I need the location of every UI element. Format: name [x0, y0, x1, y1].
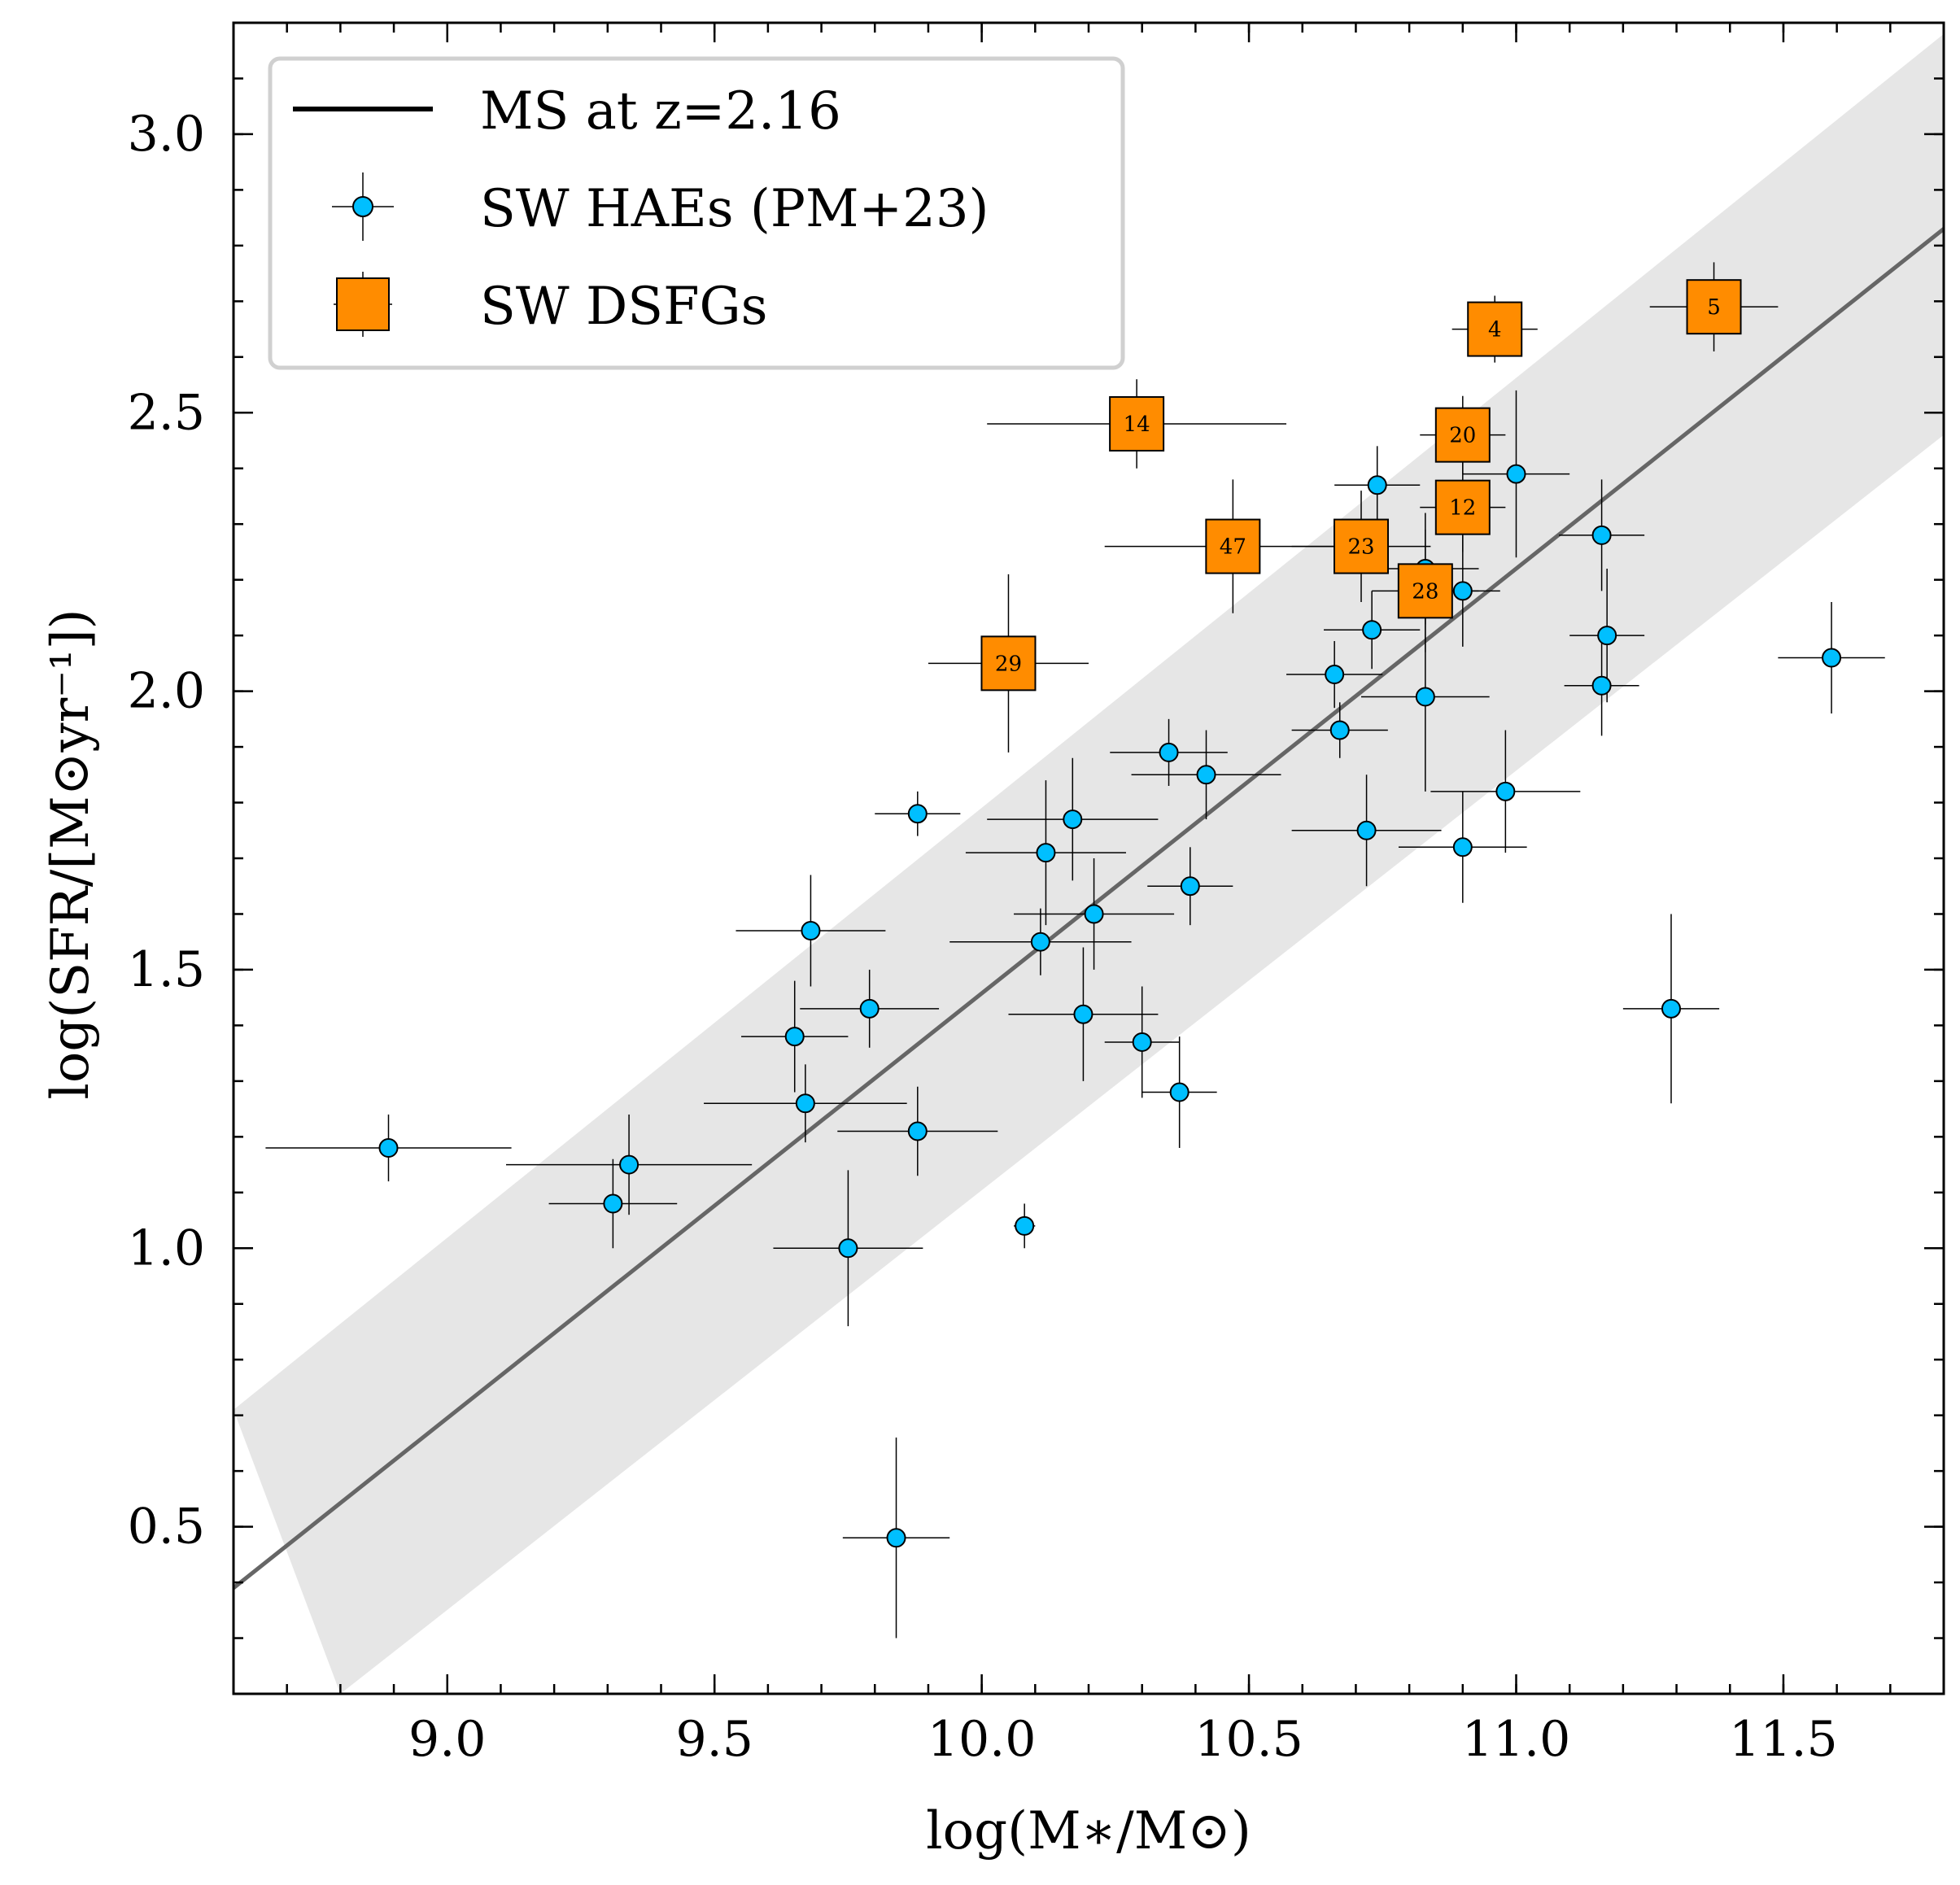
y-tick-label: 1.5 — [128, 941, 205, 998]
x-tick-label: 11.5 — [1729, 1711, 1838, 1768]
dsfg-id-label: 5 — [1707, 295, 1721, 320]
hae-point — [603, 1193, 623, 1214]
y-axis-label: log(SFR/[M⊙yr⁻¹]) — [41, 609, 101, 1099]
hae-point — [1084, 904, 1104, 924]
dsfg-point — [1434, 407, 1491, 463]
hae-point — [1452, 837, 1473, 857]
y-tick-label: 0.5 — [128, 1499, 205, 1556]
hae-point — [1329, 720, 1350, 740]
y-tick-label: 2.0 — [128, 663, 205, 720]
hae-point — [1367, 475, 1387, 495]
y-tick-label: 3.0 — [128, 106, 205, 163]
dsfg-id-label: 28 — [1412, 579, 1438, 604]
dsfg-id-label: 29 — [995, 652, 1022, 676]
legend-dsfg-label: SW DSFGs — [480, 277, 768, 337]
hae-point — [1506, 464, 1526, 484]
hae-point — [1415, 687, 1435, 707]
legend-hae-marker — [352, 196, 373, 217]
y-tick-label: 1.0 — [128, 1220, 205, 1276]
dsfg-id-label: 20 — [1449, 424, 1476, 448]
legend-dsfg-marker — [336, 277, 390, 331]
dsfg-id-label: 23 — [1347, 535, 1374, 560]
hae-point — [378, 1138, 399, 1158]
dsfg-id-label: 4 — [1488, 318, 1502, 343]
hae-point — [1822, 648, 1842, 668]
dsfg-id-label: 14 — [1124, 412, 1150, 437]
hae-point — [1073, 1004, 1093, 1024]
hae-point — [1661, 998, 1681, 1019]
hae-point — [1591, 675, 1612, 696]
hae-point — [1591, 525, 1612, 545]
hae-point — [1036, 843, 1056, 863]
hae-point — [784, 1027, 805, 1047]
hae-point — [1169, 1082, 1190, 1102]
x-tick-label: 9.0 — [408, 1711, 486, 1768]
hae-point — [1597, 626, 1617, 646]
x-tick-label: 9.5 — [675, 1711, 753, 1768]
legend-hae-label: SW HAEs (PM+23) — [480, 179, 989, 239]
legend-box — [268, 56, 1125, 370]
dsfg-point — [1205, 518, 1261, 574]
x-tick-label: 11.0 — [1462, 1711, 1571, 1768]
hae-point — [795, 1093, 815, 1114]
hae-point — [1325, 665, 1345, 685]
dsfg-id-label: 47 — [1220, 535, 1246, 560]
plot-frame — [232, 21, 1945, 1695]
hae-point — [1180, 876, 1200, 897]
hae-point — [907, 1121, 928, 1141]
dsfg-point — [1467, 301, 1523, 357]
dsfg-point — [1434, 479, 1491, 535]
hae-point — [801, 921, 821, 941]
hae-point — [907, 804, 928, 824]
legend: MS at z=2.16 SW HAEs (PM+23) SW DSFGs — [268, 56, 1125, 370]
dsfg-point — [1334, 518, 1390, 574]
dsfg-point — [1397, 563, 1453, 619]
hae-point — [1132, 1032, 1152, 1052]
legend-ms-label: MS at z=2.16 — [480, 81, 841, 142]
dsfg-point — [1109, 395, 1165, 452]
hae-point — [859, 998, 880, 1019]
hae-point — [1452, 581, 1473, 601]
hae-point — [1030, 932, 1050, 952]
y-tick-label: 2.5 — [128, 384, 205, 441]
x-tick-label: 10.5 — [1194, 1711, 1303, 1768]
hae-point — [1356, 820, 1377, 840]
hae-point — [1196, 765, 1216, 785]
dsfg-point — [980, 635, 1037, 692]
hae-point — [1063, 809, 1083, 830]
hae-point — [1015, 1215, 1035, 1236]
x-axis-label: log(M∗/M⊙) — [926, 1801, 1251, 1861]
hae-point — [886, 1528, 906, 1548]
hae-point — [838, 1238, 858, 1259]
hae-point — [1362, 620, 1382, 640]
dsfg-id-label: 12 — [1449, 496, 1476, 521]
hae-point — [1159, 742, 1179, 762]
x-tick-label: 10.0 — [928, 1711, 1037, 1768]
hae-point — [1495, 781, 1516, 801]
dsfg-point — [1686, 279, 1742, 335]
hae-point — [619, 1154, 640, 1175]
